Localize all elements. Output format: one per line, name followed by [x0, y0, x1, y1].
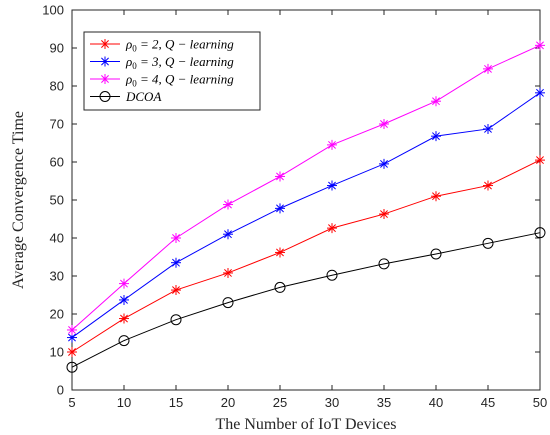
legend-label-main: ρ [125, 37, 132, 52]
x-tick-label: 50 [533, 395, 547, 410]
data-point [223, 199, 233, 210]
data-point [483, 63, 493, 74]
x-tick-label: 30 [325, 395, 339, 410]
legend-item: ρ0 = 2, Q − learning [90, 37, 234, 54]
y-tick-label: 20 [50, 307, 64, 322]
data-point [327, 180, 337, 191]
data-point [118, 335, 130, 347]
data-point [119, 294, 129, 305]
legend-item: ρ0 = 3, Q − learning [90, 54, 234, 71]
data-point [327, 223, 337, 234]
legend-label: ρ0 = 2, Q − learning [125, 37, 234, 54]
data-point [67, 324, 77, 335]
data-point [482, 237, 494, 249]
y-tick-label: 30 [50, 269, 64, 284]
data-point [66, 361, 78, 373]
series-1 [67, 155, 545, 357]
legend-label-main: DCOA [125, 89, 161, 104]
x-tick-label: 40 [429, 395, 443, 410]
legend-label: ρ0 = 3, Q − learning [125, 54, 234, 71]
x-tick-label: 20 [221, 395, 235, 410]
legend-label-subscript: 0 [132, 61, 137, 71]
x-tick-label: 10 [117, 395, 131, 410]
series-line [71, 44, 541, 331]
data-point [431, 96, 441, 107]
legend-label-main: ρ [125, 54, 132, 69]
data-point [171, 233, 181, 243]
x-axis: 5 10 15 20 25 30 35 40 45 50 [68, 10, 547, 410]
data-point [430, 248, 442, 260]
data-point [483, 180, 493, 191]
legend-marker [100, 56, 110, 67]
data-point [67, 347, 77, 357]
data-point [275, 171, 285, 182]
legend-item: DCOA [90, 89, 161, 104]
series-line [71, 159, 541, 353]
data-point [483, 123, 493, 134]
data-point [119, 313, 129, 324]
data-point [170, 314, 182, 326]
legend-label-main: ρ [125, 72, 132, 87]
legend-label-subscript: 0 [132, 44, 137, 54]
data-point [223, 267, 233, 278]
y-tick-label: 10 [50, 345, 64, 360]
y-tick-label: 40 [50, 231, 64, 246]
y-tick-label: 50 [50, 193, 64, 208]
data-point [275, 247, 285, 258]
x-axis-title: The Number of IoT Devices [216, 416, 397, 433]
data-point [274, 281, 286, 293]
legend-label-rest: = 4, Q − learning [137, 72, 234, 87]
series-4 [66, 227, 546, 373]
y-tick-label: 0 [57, 383, 64, 398]
legend-label-rest: = 2, Q − learning [137, 37, 234, 52]
series-2 [67, 87, 545, 343]
x-tick-label: 15 [169, 395, 183, 410]
data-point [223, 229, 233, 240]
x-tick-label: 5 [68, 395, 75, 410]
data-point [431, 191, 441, 202]
data-point [535, 40, 545, 51]
data-point [379, 209, 389, 220]
data-point [275, 203, 285, 214]
y-tick-label: 70 [50, 117, 64, 132]
data-point [119, 278, 129, 289]
x-tick-label: 35 [377, 395, 391, 410]
x-tick-label: 45 [481, 395, 495, 410]
legend-marker [100, 39, 110, 49]
data-point [379, 158, 389, 169]
x-tick-label: 25 [273, 395, 287, 410]
y-tick-label: 100 [42, 3, 64, 18]
data-point [379, 119, 389, 129]
data-point [222, 297, 234, 309]
legend-marker [99, 91, 111, 102]
y-tick-label: 80 [50, 79, 64, 94]
data-point [431, 131, 441, 142]
series-3 [67, 40, 545, 335]
y-tick-label: 60 [50, 155, 64, 170]
legend-label: ρ0 = 4, Q − learning [125, 72, 234, 89]
legend-label-subscript: 0 [132, 79, 137, 89]
legend-label: DCOA [125, 89, 161, 104]
legend-label-rest: = 3, Q − learning [137, 54, 234, 69]
data-point [327, 139, 337, 150]
y-axis: 0 10 20 30 40 50 60 70 80 90 100 [42, 3, 540, 398]
data-point [535, 155, 545, 166]
data-point [378, 258, 390, 270]
series-line [71, 92, 541, 338]
data-point [326, 269, 338, 281]
y-tick-label: 90 [50, 41, 64, 56]
y-axis-title: Average Convergence Time [10, 111, 27, 289]
data-point [171, 257, 181, 268]
series-line [71, 232, 541, 368]
series-layer [66, 40, 546, 373]
data-point [171, 285, 181, 296]
data-point [535, 87, 545, 98]
legend-item: ρ0 = 4, Q − learning [90, 72, 234, 89]
data-point [534, 227, 546, 239]
legend-marker [100, 74, 110, 84]
